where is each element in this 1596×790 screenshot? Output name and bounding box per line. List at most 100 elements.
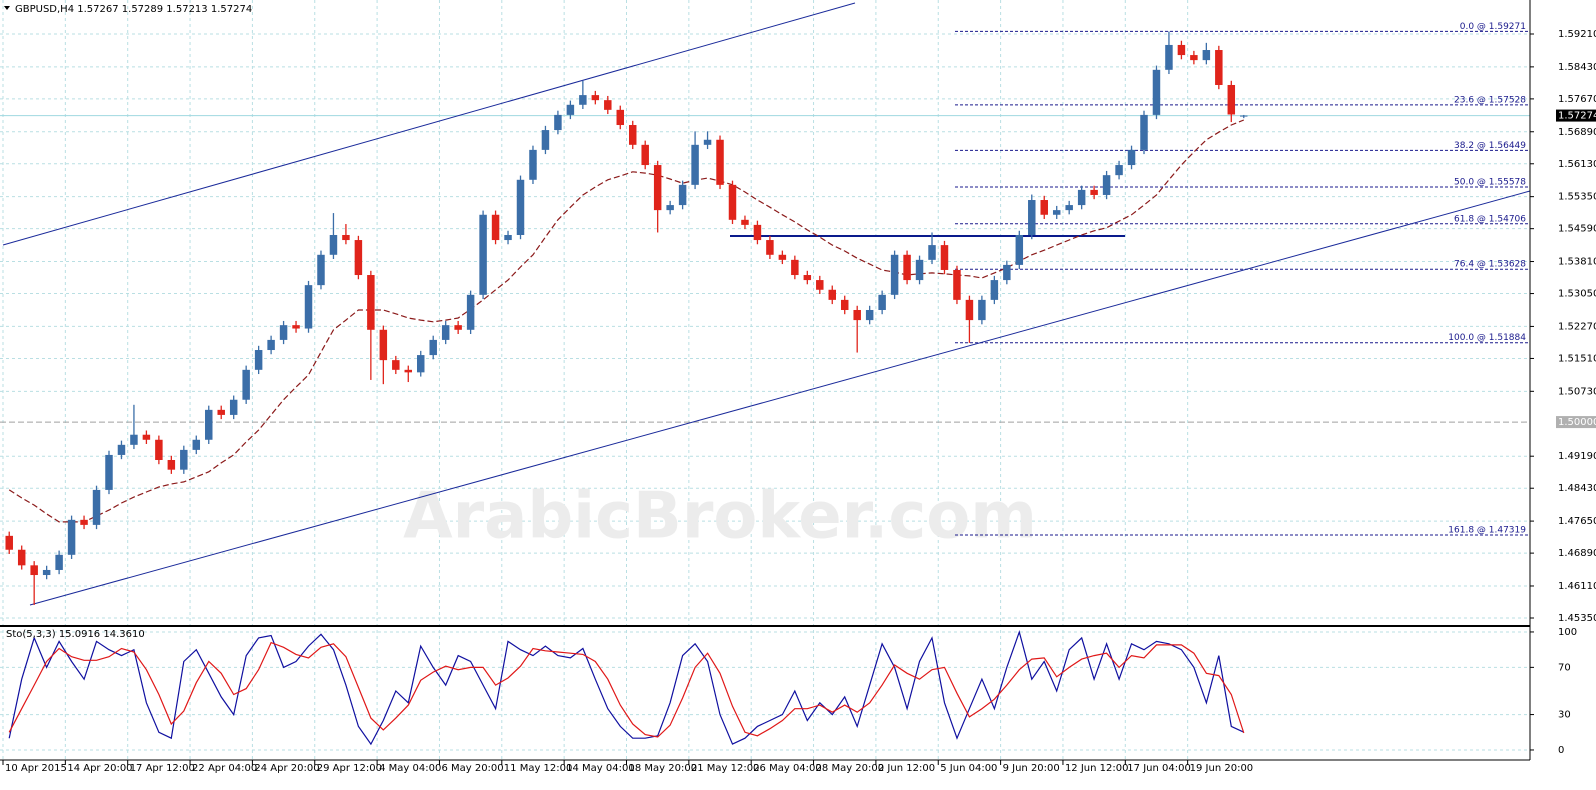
candle-body [142,434,151,440]
candle-body [915,259,924,281]
y-tick-label: 30 [1558,710,1571,721]
candle-body [1177,44,1186,56]
candle-body [1065,205,1073,211]
candle-body [778,254,787,260]
fib-label: 100.0 @ 1.51884 [1448,333,1526,343]
candle-body [990,280,999,300]
candle-body [940,245,949,270]
candle-body [666,205,674,211]
candle-body [1028,200,1036,235]
candle-body [504,234,512,241]
candle-body [342,234,350,241]
y-tick-label: 1.54590 [1558,224,1596,235]
x-tick-label: 14 May 04:00 [566,763,635,774]
candle-body [840,299,849,310]
channel-lower [29,190,1531,606]
candle-body [703,139,712,145]
fib-label: 76.4 @ 1.53628 [1454,260,1526,270]
y-tick-label: 1.57670 [1558,94,1596,105]
fib-label: 50.0 @ 1.55578 [1454,178,1526,188]
candle-body [928,245,936,260]
x-tick-label: 29 Apr 12:00 [317,763,382,774]
y-tick-label: 1.56890 [1558,127,1596,138]
candle-body [1077,189,1086,206]
candle-body [242,369,250,400]
candle-body [1215,50,1223,85]
candle-body [1040,200,1048,215]
candle-body [1240,115,1248,117]
candle-body [853,309,861,321]
fib-label: 61.8 @ 1.54706 [1454,214,1526,224]
candle-body [292,325,300,329]
candle-body [554,114,562,131]
y-tick-label: 1.59210 [1558,29,1596,40]
candle-body [441,325,450,340]
grid-layer [0,0,1530,760]
candle-body [167,459,176,470]
candle-body [828,289,836,300]
candle-body [865,309,874,321]
candle-body [304,285,313,329]
y-tick-label: 1.46890 [1558,548,1596,559]
candle-body [1015,234,1024,265]
candle-body [579,95,587,105]
candle-body [392,360,400,370]
y-tick-label: 0 [1558,745,1564,756]
candle-body [628,125,637,145]
header-icon [4,6,10,10]
candle-body [566,104,575,115]
candle-body [5,535,13,550]
candle-body [1127,149,1136,166]
bid-box [1556,109,1596,122]
x-tick-label: 17 Apr 12:00 [130,763,195,774]
candle-body [229,399,238,415]
price-level-label: 1.50000 [1558,417,1596,428]
candle-body [890,254,899,295]
y-tick-label: 1.58430 [1558,62,1596,73]
y-tick-label: 1.53810 [1558,257,1596,268]
candle-body [791,259,799,276]
candle-body [1165,44,1173,70]
candle-body [192,439,201,450]
candle-body [903,254,911,281]
fib-label: 23.6 @ 1.57528 [1454,95,1526,105]
y-tick-label: 1.48430 [1558,483,1596,494]
candle-body [641,144,649,166]
overlay-layer: 0.0 @ 1.59271 23.6 @ 1.57528 38.2 @ 1.5644… [0,22,1530,536]
candle-body [604,100,612,110]
candle-body [1227,84,1236,115]
candle-body [691,144,699,185]
x-tick-label: 18 May 20:00 [629,763,698,774]
candle-body [803,275,812,281]
indicator-title: Sto(5,3,3) 15.0916 14.3610 [6,629,145,640]
candle-body [1115,165,1123,176]
y-tick-label: 1.50730 [1558,386,1596,397]
candle-body [741,219,749,225]
x-tick-label: 26 May 04:00 [753,763,822,774]
candle-body [766,240,774,255]
y-tick-label: 1.52270 [1558,321,1596,332]
candle-body [354,240,363,276]
candle-body [728,184,737,220]
candle-body [541,130,550,150]
candle-body [30,565,38,576]
indicator-line [8,629,1245,746]
candle-body [429,339,437,356]
candle-body [953,269,961,300]
fib-label: 38.2 @ 1.56449 [1454,141,1526,151]
candle-body [491,214,500,241]
x-tick-label: 24 Apr 20:00 [254,763,319,774]
channel-upper [2,2,856,246]
x-tick-label: 22 Apr 04:00 [192,763,257,774]
candle-body [317,254,325,286]
candle-body [516,179,525,235]
candle-body [105,454,113,490]
candle-body [279,325,288,340]
candle-body [753,224,762,241]
candle-body [329,234,338,255]
x-tick-label: 9 Jun 20:00 [1003,763,1060,774]
candle-body [379,329,388,361]
candle-body [17,549,26,566]
